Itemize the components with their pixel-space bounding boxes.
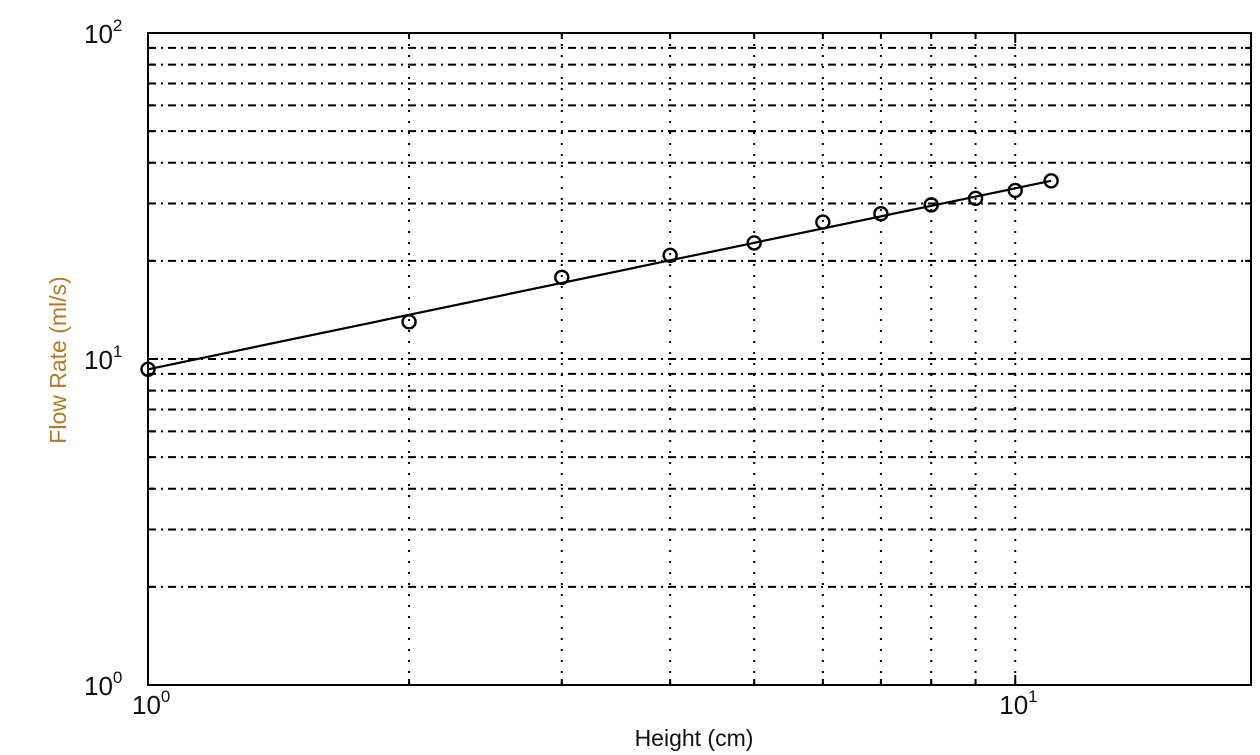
data-point xyxy=(815,214,831,230)
y-tick-label: 101 xyxy=(84,342,122,375)
data-point xyxy=(554,269,570,286)
y-tick-label: 102 xyxy=(84,16,122,49)
y-axis-title: Flow Rate (ml/s) xyxy=(45,276,71,443)
x-tick-label: 101 xyxy=(999,687,1037,720)
data-point xyxy=(923,197,939,213)
y-tick-label: 100 xyxy=(84,668,122,701)
x-axis-title: Height (cm) xyxy=(635,725,754,751)
data-point xyxy=(662,247,678,264)
data-point xyxy=(1007,182,1023,199)
data-point xyxy=(967,190,984,207)
fit-line xyxy=(147,179,1052,371)
data-point xyxy=(746,235,762,251)
points-layer xyxy=(140,173,1059,377)
x-tick-label: 100 xyxy=(132,687,170,720)
data-point xyxy=(401,314,417,330)
data-point xyxy=(873,206,889,222)
grid-layer xyxy=(148,33,1251,685)
data-point xyxy=(1043,173,1059,189)
fit-layer xyxy=(147,179,1052,371)
tick-layer: 100 101 102 100 101 xyxy=(84,16,1251,720)
